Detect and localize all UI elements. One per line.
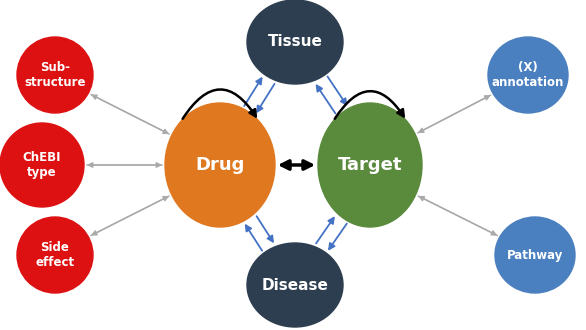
Ellipse shape bbox=[17, 37, 93, 113]
Ellipse shape bbox=[165, 103, 275, 227]
Ellipse shape bbox=[17, 217, 93, 293]
Text: (X)
annotation: (X) annotation bbox=[492, 61, 564, 89]
Ellipse shape bbox=[495, 217, 575, 293]
FancyArrowPatch shape bbox=[183, 89, 256, 119]
Text: ChEBI
type: ChEBI type bbox=[23, 151, 62, 179]
Ellipse shape bbox=[0, 123, 84, 207]
Text: Drug: Drug bbox=[195, 156, 245, 174]
Text: Sub-
structure: Sub- structure bbox=[24, 61, 86, 89]
Ellipse shape bbox=[247, 243, 343, 327]
Text: Pathway: Pathway bbox=[507, 248, 563, 261]
Text: Disease: Disease bbox=[261, 278, 328, 292]
Text: Side
effect: Side effect bbox=[35, 241, 74, 269]
Text: Target: Target bbox=[338, 156, 402, 174]
FancyArrowPatch shape bbox=[335, 91, 404, 119]
Ellipse shape bbox=[247, 0, 343, 84]
Text: Tissue: Tissue bbox=[268, 35, 322, 50]
Ellipse shape bbox=[318, 103, 422, 227]
Ellipse shape bbox=[488, 37, 568, 113]
